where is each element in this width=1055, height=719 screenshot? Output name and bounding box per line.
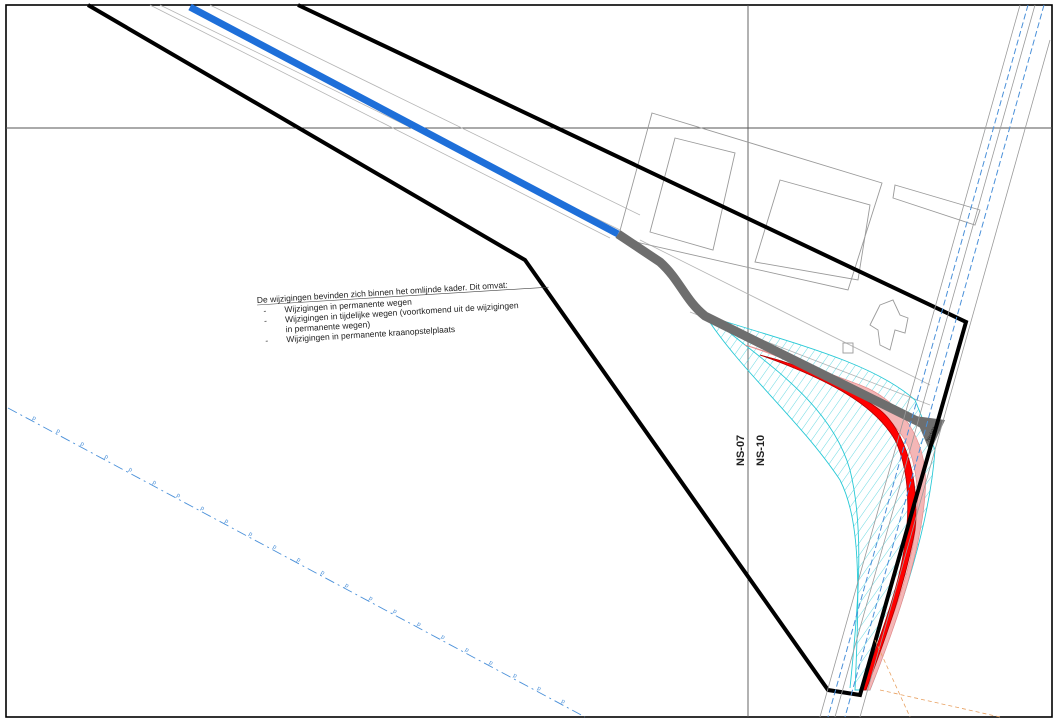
pipeline-marker: p <box>344 583 350 590</box>
pipeline-line <box>7 407 586 718</box>
pipeline-marker: p <box>320 570 326 577</box>
pipeline-marker: p <box>151 480 157 487</box>
crane-pad-blue <box>188 3 620 238</box>
pipeline-marker: p <box>392 608 398 615</box>
legend: De wijzigingen bevinden zich binnen het … <box>257 280 549 346</box>
main-road-lines <box>819 4 1051 718</box>
sheet-frame <box>5 4 1053 718</box>
sheet-label-ns-10: NS-10 <box>755 435 767 466</box>
legend-bullet-1: - <box>263 305 267 315</box>
pipeline-marker: p <box>55 428 61 435</box>
pipeline-marker: p <box>440 634 446 641</box>
pipeline-marker: p <box>223 518 229 525</box>
legend-title-underline <box>257 286 549 306</box>
pipeline-marker: p <box>488 660 494 667</box>
change-boundary <box>86 3 969 698</box>
pipeline-marker: p <box>103 454 109 461</box>
sheet-label-ns-07: NS-07 <box>735 435 747 466</box>
pipeline-marker: p <box>272 544 278 551</box>
pipeline-marker: p <box>127 467 133 474</box>
pipeline-marker: p <box>31 415 37 422</box>
permanent-road <box>615 230 927 430</box>
pipeline-markers: p p p p p p p p p p p p p p p p p p p p p p p <box>31 415 566 705</box>
legend-bullet-4: - <box>265 335 269 345</box>
road-utility-lines <box>827 4 1045 718</box>
temporary-road-light <box>744 344 926 691</box>
pipeline-marker: p <box>416 621 422 628</box>
pipeline-marker: p <box>175 493 181 500</box>
pipeline-marker: p <box>536 686 542 693</box>
cable-lines <box>874 639 1001 718</box>
buildings <box>617 112 981 354</box>
pipeline-marker: p <box>512 673 518 680</box>
legend-bullet-2: - <box>264 315 268 325</box>
pipeline-marker: p <box>296 557 302 564</box>
pipeline-marker: p <box>368 596 374 603</box>
pipeline-marker: p <box>560 699 566 706</box>
pipeline-marker: p <box>464 647 470 654</box>
pipeline-marker: p <box>79 441 85 448</box>
pipeline-marker: p <box>199 505 205 512</box>
pipeline-marker: p <box>247 531 253 538</box>
